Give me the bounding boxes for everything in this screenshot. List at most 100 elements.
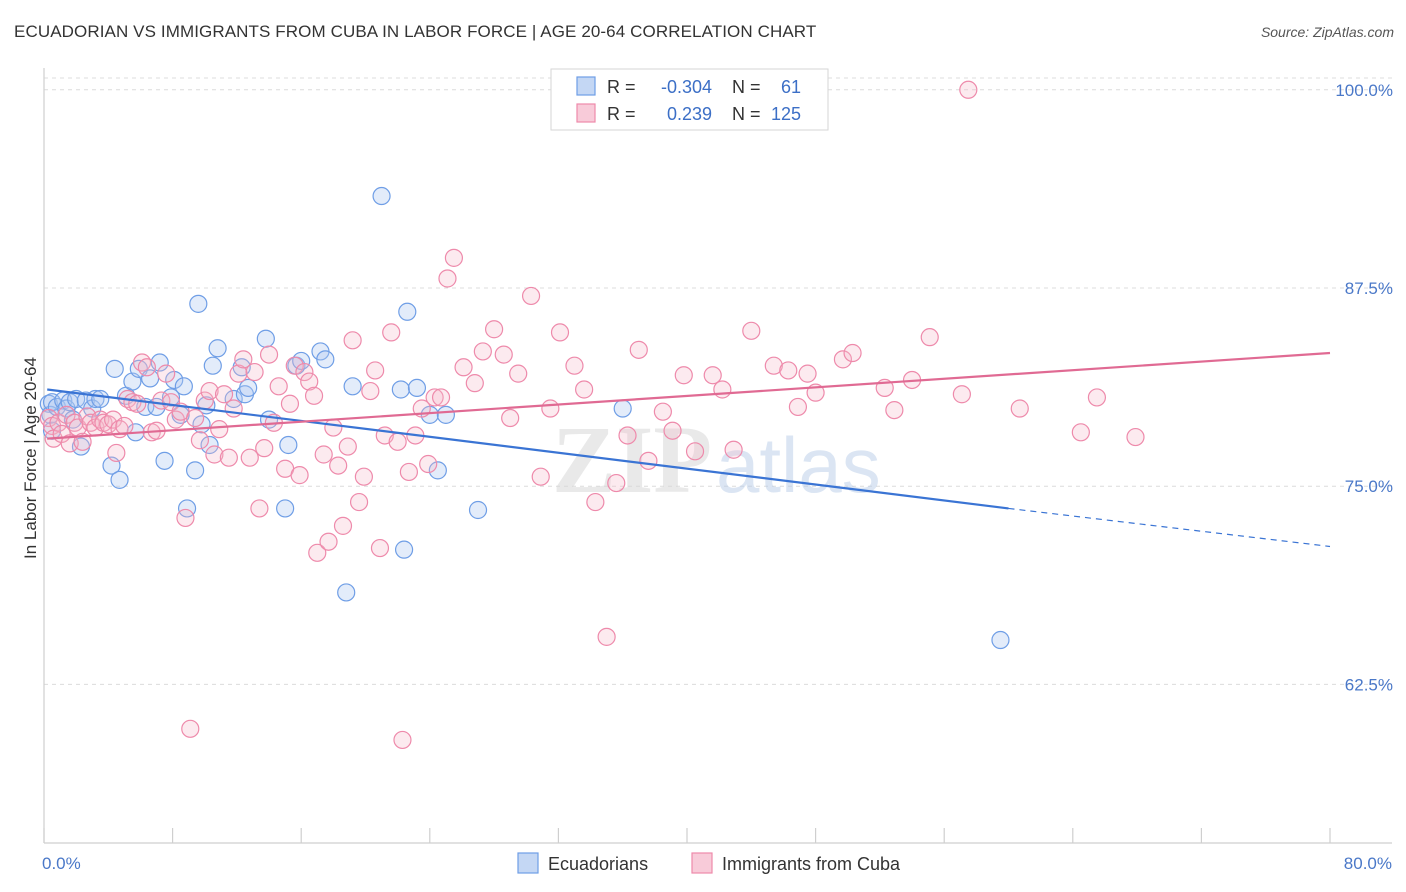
- point-ecuadorians-60: [436, 405, 455, 424]
- point-cuba-102: [639, 451, 658, 470]
- point-cuba-28: [157, 364, 176, 383]
- point-cuba-65: [338, 437, 357, 456]
- point-cuba-88: [494, 345, 513, 364]
- point-cuba-17: [107, 443, 126, 463]
- point-ecuadorians-53: [372, 186, 391, 206]
- point-ecuadorians-57: [407, 378, 427, 397]
- y-axis-label: In Labor Force | Age 20-64: [21, 357, 40, 559]
- point-ecuadorians-38: [208, 339, 227, 358]
- point-ecuadorians-17: [110, 470, 129, 489]
- point-cuba-111: [764, 356, 783, 375]
- point-cuba-127: [1126, 427, 1145, 447]
- data-points: [39, 80, 1145, 750]
- legend-swatch-cuba: [576, 103, 596, 123]
- point-cuba-48: [255, 439, 274, 458]
- point-cuba-24: [137, 358, 156, 377]
- point-cuba-112: [779, 361, 798, 380]
- trend-line-ecuadorians-extension: [1008, 507, 1331, 548]
- point-cuba-53: [280, 394, 300, 413]
- point-cuba-70: [366, 361, 385, 380]
- point-cuba-110: [742, 321, 761, 340]
- bottom-legend: Ecuadorians Immigrants from Cuba: [517, 852, 901, 874]
- point-cuba-93: [541, 399, 560, 418]
- point-ecuadorians-14: [91, 389, 110, 409]
- point-cuba-104: [663, 421, 682, 440]
- y-tick-label-1: 87.5%: [1345, 279, 1393, 298]
- point-cuba-69: [361, 381, 380, 401]
- point-cuba-124: [1010, 399, 1029, 418]
- point-cuba-81: [431, 388, 451, 407]
- point-cuba-79: [419, 454, 438, 474]
- point-cuba-67: [349, 492, 369, 512]
- watermark-zip: ZIP: [552, 406, 712, 513]
- trend-lines: [47, 351, 1331, 548]
- point-cuba-74: [388, 432, 407, 451]
- y-tick-label-2: 75.0%: [1345, 477, 1393, 496]
- point-ecuadorians-33: [189, 294, 208, 313]
- point-cuba-54: [285, 356, 304, 375]
- point-ecuadorians-30: [174, 377, 193, 396]
- legend-r-value-cuba: 0.239: [667, 104, 712, 124]
- point-cuba-126: [1087, 388, 1107, 407]
- watermark: ZIP atlas: [552, 406, 881, 513]
- point-cuba-43: [229, 364, 248, 383]
- point-cuba-56: [295, 362, 314, 382]
- point-cuba-34: [186, 408, 205, 428]
- point-cuba-86: [473, 342, 492, 361]
- point-ecuadorians-43: [256, 329, 275, 348]
- point-cuba-123: [959, 80, 978, 99]
- point-ecuadorians-32: [186, 461, 205, 480]
- point-cuba-58: [304, 386, 324, 405]
- point-ecuadorians-16: [105, 359, 124, 378]
- bottom-legend-label-cuba: Immigrants from Cuba: [722, 854, 901, 874]
- point-cuba-32: [176, 508, 195, 528]
- point-cuba-109: [724, 440, 743, 459]
- source-credit: Source: ZipAtlas.com: [1260, 24, 1394, 40]
- point-cuba-117: [843, 343, 862, 363]
- trend-line-cuba: [47, 351, 1331, 440]
- point-cuba-92: [531, 467, 550, 486]
- point-cuba-100: [618, 426, 637, 445]
- legend-swatch-ecuadorians: [576, 76, 596, 96]
- bottom-legend-label-ecuadorians: Ecuadorians: [548, 854, 648, 874]
- legend-n-value-ecuadorians: 61: [781, 77, 801, 97]
- trend-line-ecuadorians: [47, 388, 1009, 510]
- point-ecuadorians-63: [991, 630, 1010, 650]
- point-ecuadorians-31: [177, 499, 197, 518]
- legend-r-label: R =: [607, 77, 636, 97]
- point-cuba-121: [920, 328, 939, 347]
- point-ecuadorians-54: [391, 380, 410, 399]
- point-cuba-44: [234, 350, 253, 369]
- point-ecuadorians-56: [398, 302, 417, 321]
- y-tick-label-3: 62.5%: [1345, 675, 1393, 694]
- point-cuba-89: [501, 408, 520, 428]
- bottom-legend-swatch-ecuadorians: [517, 852, 539, 874]
- point-cuba-101: [629, 340, 648, 359]
- point-cuba-85: [465, 374, 484, 393]
- legend-n-label: N =: [732, 77, 761, 97]
- point-cuba-95: [565, 356, 584, 375]
- point-cuba-37: [200, 381, 219, 401]
- point-ecuadorians-62: [613, 399, 632, 418]
- y-tick-label-0: 100.0%: [1335, 81, 1393, 100]
- point-cuba-76: [399, 462, 419, 482]
- point-ecuadorians-59: [428, 461, 447, 480]
- point-ecuadorians-46: [279, 435, 298, 455]
- legend-box: R = -0.304 N = 61 R = 0.239 N = 125: [550, 68, 829, 131]
- point-cuba-46: [245, 362, 264, 382]
- point-cuba-83: [444, 248, 464, 267]
- point-cuba-122: [952, 385, 971, 404]
- point-ecuadorians-51: [337, 583, 356, 602]
- point-cuba-98: [597, 627, 616, 646]
- point-cuba-125: [1071, 423, 1090, 442]
- watermark-atlas: atlas: [716, 421, 881, 509]
- point-cuba-106: [685, 442, 705, 461]
- point-ecuadorians-37: [203, 356, 222, 375]
- point-ecuadorians-39: [224, 389, 243, 409]
- point-ecuadorians-52: [343, 377, 362, 396]
- point-ecuadorians-50: [316, 350, 335, 369]
- point-cuba-64: [333, 516, 353, 535]
- point-cuba-47: [250, 499, 269, 518]
- point-cuba-19: [115, 416, 134, 436]
